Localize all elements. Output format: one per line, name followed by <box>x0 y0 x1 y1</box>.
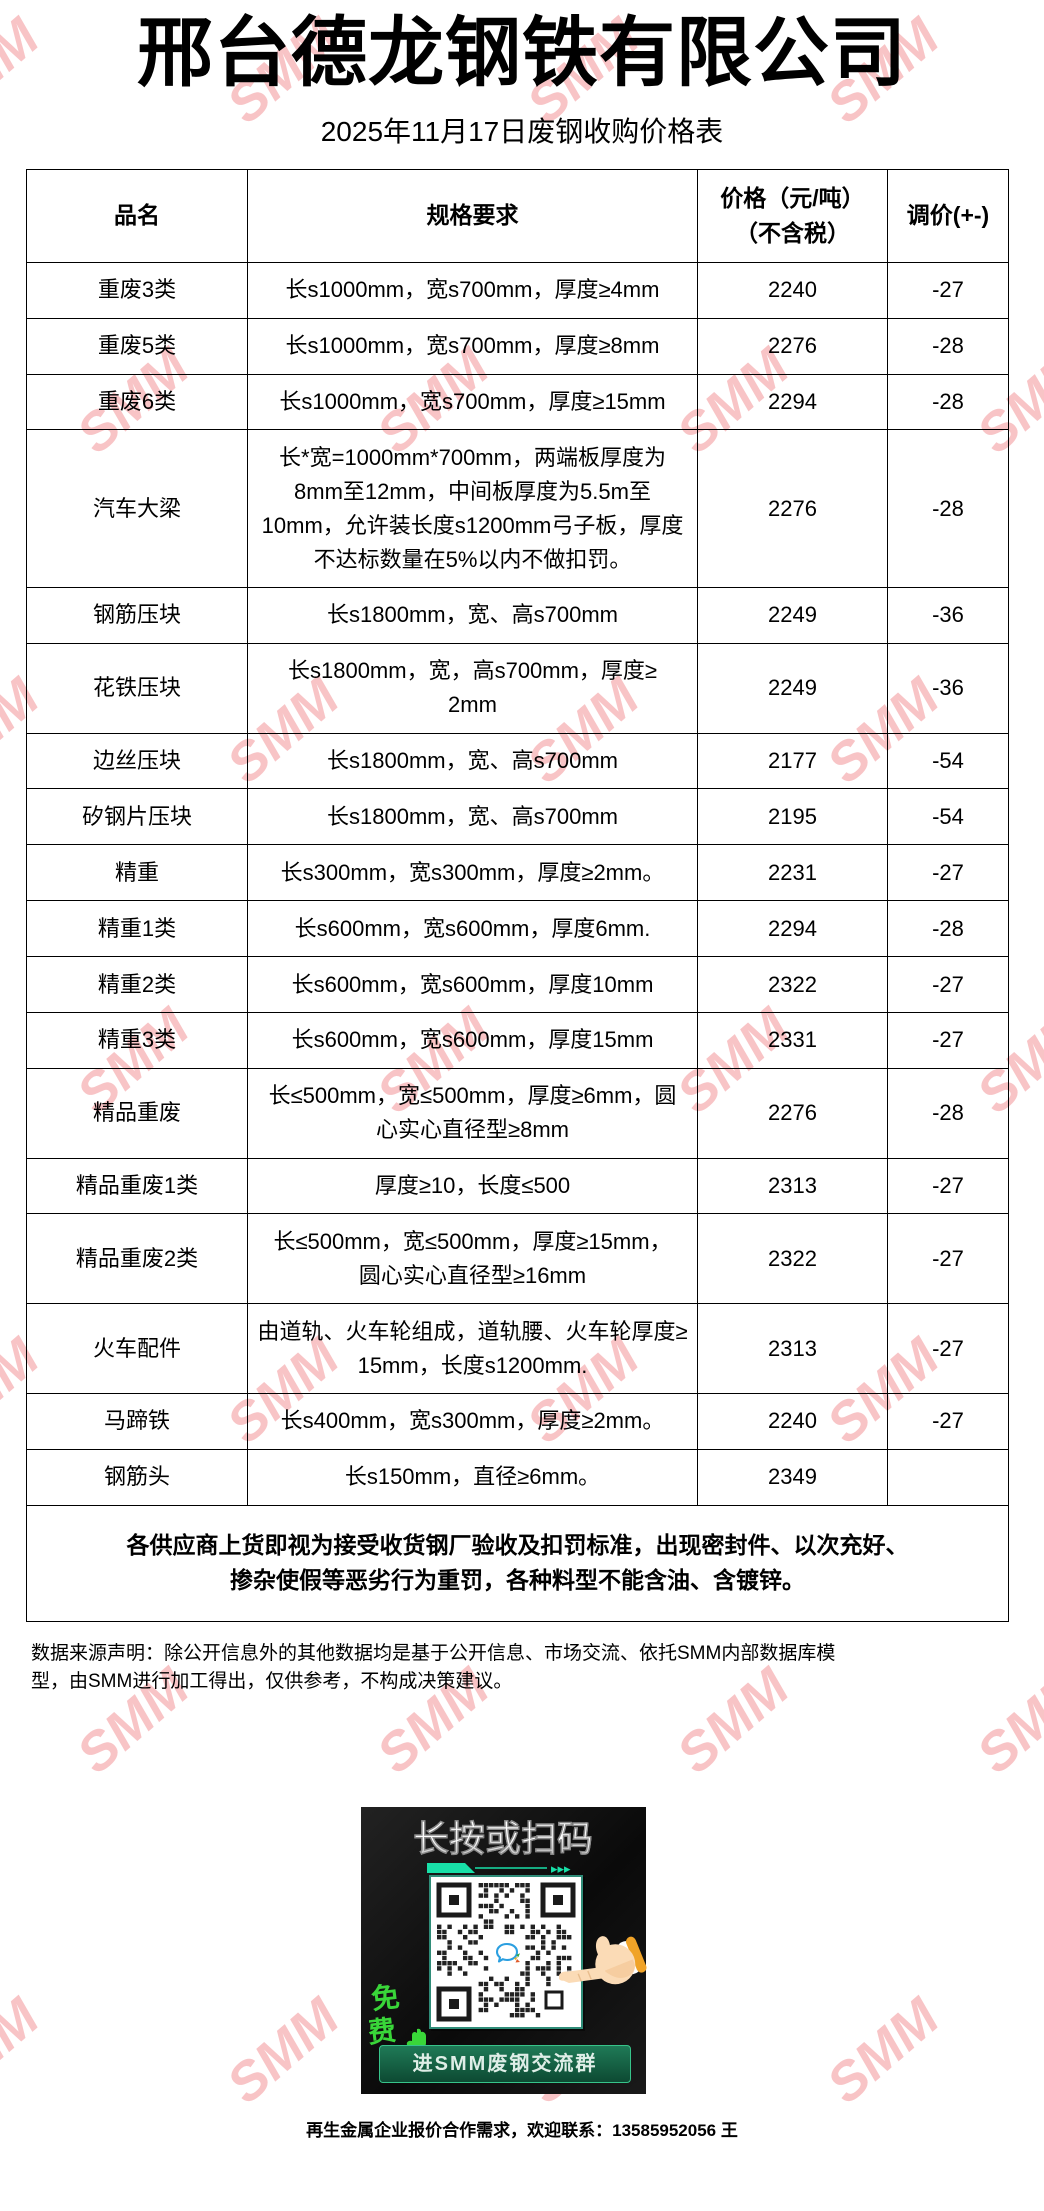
svg-text:费: 费 <box>369 2014 398 2048</box>
svg-text:长按或扫码: 长按或扫码 <box>413 1818 593 1859</box>
svg-text:免: 免 <box>370 1980 402 2014</box>
svg-text:▸▸▸: ▸▸▸ <box>551 1861 571 1876</box>
